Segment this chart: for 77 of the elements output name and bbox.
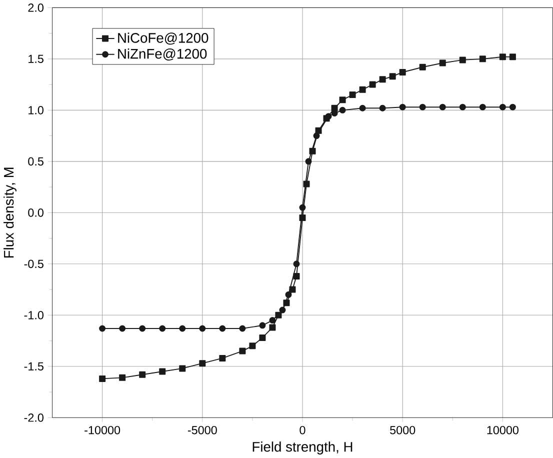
point [305,158,312,165]
y-tick-label: -2.0 [24,414,44,422]
point [509,104,516,110]
point [259,334,266,341]
point [199,360,206,367]
x-tick-label: 0 [300,426,306,434]
point [499,104,506,110]
y-axis-title: Flux density, M [4,168,16,258]
y-tick-label: 0.5 [28,157,44,166]
point [99,325,106,332]
x-axis-title: Field strength, H [252,442,352,454]
point [339,106,346,114]
point [479,104,486,110]
y-tick-label: -1.0 [24,311,44,320]
point [499,54,506,60]
point [159,368,166,375]
point [289,286,296,293]
point [259,322,266,329]
point [179,365,186,372]
point [315,127,322,134]
y-tick-label: 2.0 [28,4,44,12]
point [379,104,386,112]
point [389,73,396,80]
point [99,375,106,382]
point [399,69,406,76]
point [139,371,146,378]
point [293,272,300,280]
point [459,104,466,110]
point [419,64,426,70]
point [419,104,426,110]
point [349,92,356,98]
point [219,325,226,332]
point [459,56,466,64]
point [439,60,446,66]
y-tick-label: 0.0 [28,208,44,217]
point [299,204,306,211]
point [379,76,386,83]
point [239,348,246,354]
point [249,342,256,350]
point [299,214,306,222]
point [359,104,366,112]
point [369,81,376,88]
point [399,104,406,110]
point [179,325,186,332]
point [339,96,346,104]
point [479,56,486,62]
point [219,354,226,362]
point [139,325,146,332]
point [159,325,166,332]
point [509,54,516,60]
point [285,291,292,298]
legend-label: NiCoFe@1200 [118,32,208,45]
point [275,312,282,318]
point [359,86,366,93]
point [293,260,300,268]
y-tick-label: 1.0 [28,106,44,114]
y-tick-label: 1.5 [28,54,44,64]
point [269,324,276,331]
x-tick-label: 5000 [390,426,416,434]
y-tick-label: -1.5 [24,362,44,370]
point [119,325,126,332]
point [119,374,126,381]
point [269,317,276,324]
legend-label: NiZnFe@1200 [118,48,207,60]
point [303,180,310,188]
point [279,306,286,314]
x-tick-label: -10000 [84,426,120,434]
point [439,104,446,110]
point [309,148,316,154]
y-tick-label: -0.5 [24,260,44,268]
x-tick-label: -5000 [188,426,217,434]
x-tick-label: 10000 [487,426,518,434]
point [199,325,206,332]
point [331,110,338,116]
point [283,300,290,306]
point [239,325,246,332]
point [313,132,320,140]
